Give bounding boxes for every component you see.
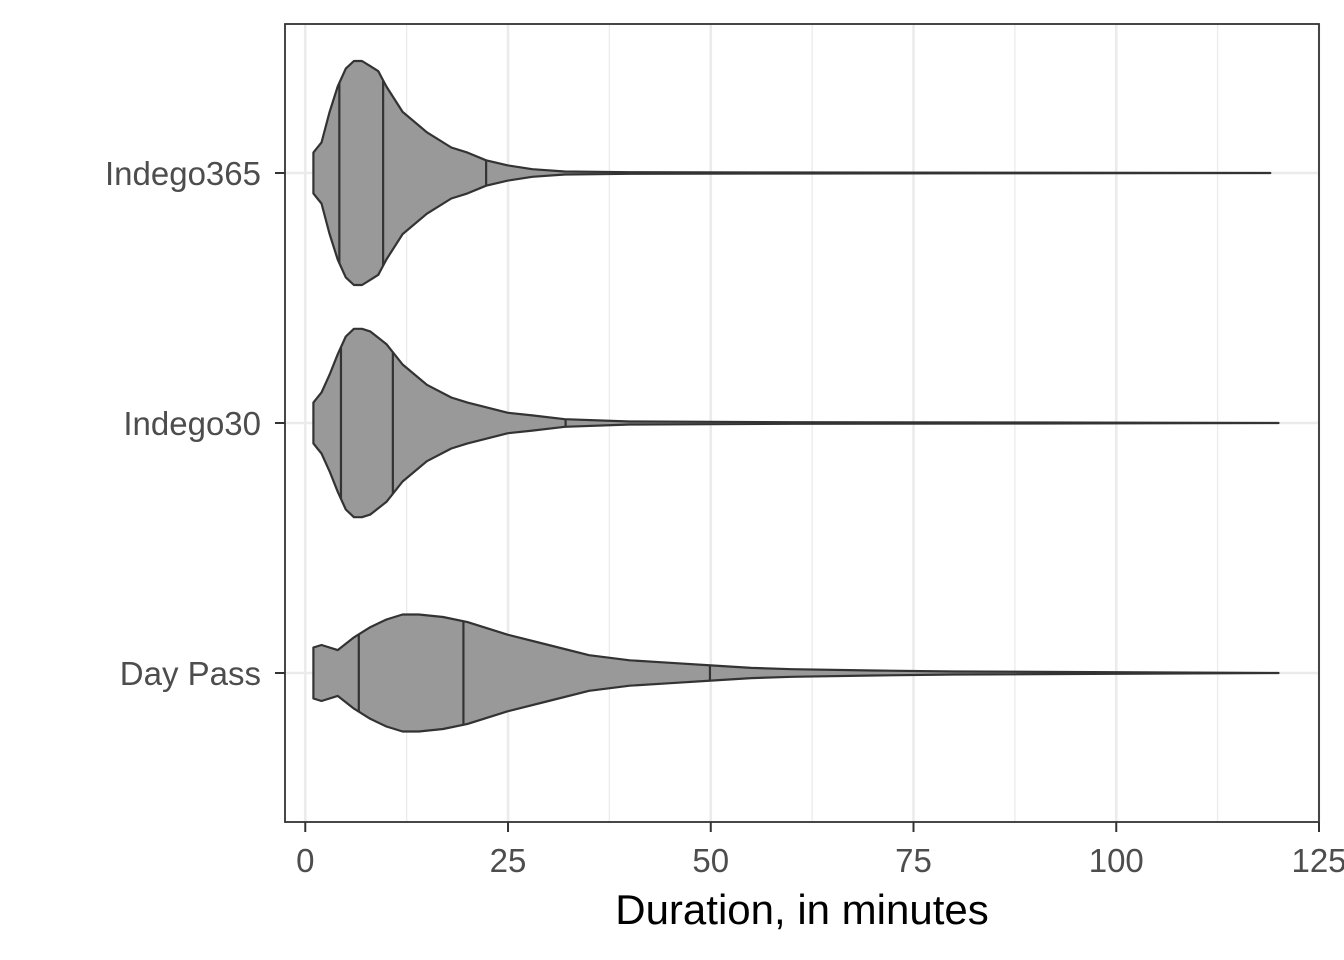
y-tick-label: Indego365 (105, 155, 261, 192)
violin-indego365 (312, 59, 1272, 287)
x-tick-label: 125 (1291, 842, 1344, 879)
y-tick-label: Indego30 (123, 405, 261, 442)
x-tick-label: 25 (490, 842, 527, 879)
y-axis: Indego365 Indego30 Day Pass (105, 155, 285, 692)
violin-shape (312, 59, 1272, 287)
x-axis: 0 25 50 75 100 125 (296, 822, 1344, 879)
x-tick-label: 50 (692, 842, 729, 879)
violin-shape (312, 613, 1280, 733)
violins (312, 59, 1280, 733)
x-axis-title: Duration, in minutes (615, 886, 989, 933)
x-tick-label: 100 (1089, 842, 1144, 879)
violin-shape (312, 327, 1280, 519)
y-tick-label: Day Pass (120, 655, 261, 692)
violin-day-pass (312, 613, 1280, 733)
violin-indego30 (312, 327, 1280, 519)
x-tick-label: 75 (895, 842, 932, 879)
x-tick-label: 0 (296, 842, 314, 879)
